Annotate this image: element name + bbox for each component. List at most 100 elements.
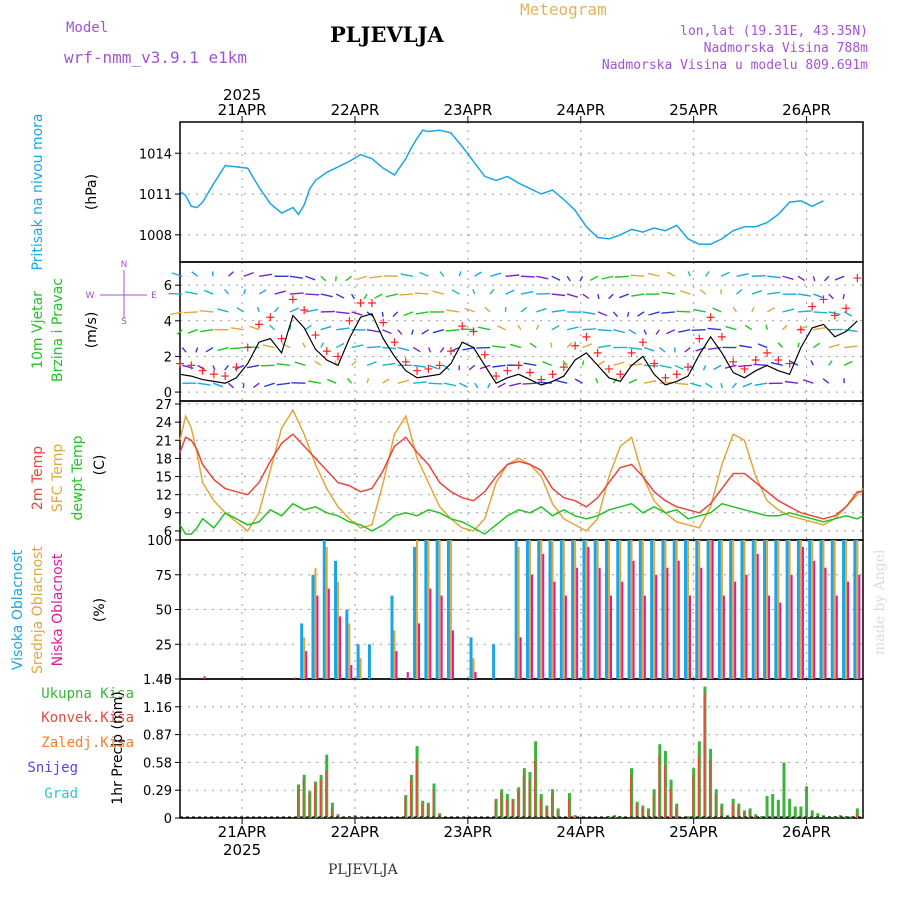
wind-arrow [766,307,776,313]
wind-arrow [336,327,350,331]
high-cloud-bar [548,540,552,679]
wind-arrow [597,311,608,317]
wind-arrow [320,293,333,298]
wind-arrow [320,342,325,348]
low-cloud-bar [564,595,567,679]
wind-arrow [274,290,286,295]
day-label-bottom: 25APR [669,823,718,841]
wind-arrow [687,271,691,277]
high-cloud-bar [604,540,608,679]
wind-axis-label-2: Brzina i Pravac [50,278,66,382]
mid-cloud-bar [517,546,520,679]
wind-arrow [263,382,275,388]
gust-marker [661,373,670,382]
wind-arrow [451,289,460,295]
mid-cloud-bar [687,540,690,679]
wind-arrow [529,342,537,349]
low-cloud-bar [643,595,646,679]
conv-precip-bar [567,798,570,818]
wind-arrow [582,293,590,299]
mid-cloud-bar [348,623,351,679]
low-cloud-bar [327,588,330,679]
wind-arrow [705,271,710,277]
conv-precip-bar [302,779,305,818]
wind-arrow [661,291,675,295]
mid-cloud-bar [811,540,814,679]
wind-arrow [432,329,445,334]
conv-precip-bar [556,810,559,818]
gust-marker [446,347,455,356]
wind-arrow [782,308,795,313]
wind-arrow [562,360,568,366]
gust-marker [830,311,839,320]
mid-cloud-bar [303,637,306,679]
wind-arrow [537,381,552,384]
wind-arrow [823,275,830,282]
gust-marker [717,332,726,341]
wind-arrow [460,328,475,331]
gust-marker [785,359,794,368]
y-tick-label: 2 [164,350,172,365]
t2m-axis-label: 2m Temp [30,446,46,510]
low-cloud-bar [768,595,771,679]
gust-marker [176,359,184,368]
wind-arrow [661,311,675,314]
wind-arrow [551,324,560,331]
mid-cloud-bar [325,546,328,679]
conv-precip-bar [511,800,514,818]
wind-arrow [411,329,414,335]
low-cloud-bar [474,672,477,679]
low-cloud-bar [722,595,725,679]
wind-arrow [520,306,528,313]
wind-arrow [212,365,216,371]
wind-arrow [171,272,183,277]
mid-cloud-bar [641,540,644,679]
wind-arrow [400,273,414,277]
conv-precip-bar [505,798,508,818]
low-cloud-bar [576,567,579,679]
wind-arrow [243,272,254,277]
low-cloud-bar [305,651,308,679]
low-cloud-bar [598,567,601,679]
wind-arrow [736,289,743,295]
y-tick-label: 0 [164,812,172,827]
precip-axis-label: 1hr Precip (mm) [110,691,126,804]
gust-marker [842,304,851,313]
wind-arrow [751,290,763,295]
wind-arrow [413,364,427,368]
sfc-temp-line [179,408,864,533]
y-tick-label: 24 [155,416,172,431]
wind-arrow [522,382,537,385]
conv-precip-bar [325,770,327,818]
panel-precipitation: 0 0.29 0.58 0.87 1.16 1.45 [143,673,864,827]
wind-arrow [484,306,491,313]
wind-arrow [828,293,834,300]
high-cloud-bar [627,540,631,679]
conv-precip-bar [714,794,717,818]
high-cloud-bar [785,540,789,679]
wind-arrow [720,271,730,277]
wind-arrow [667,271,676,277]
mid-cloud-bar [766,540,769,679]
wind-arrow [181,347,187,353]
wind-arrow [351,344,364,349]
gust-markers [176,274,862,384]
gust-marker [232,363,241,372]
day-label-top: 26APR [782,101,831,119]
wind-arrow [419,271,429,277]
wind-arrow [205,346,214,353]
wind-speed-line [179,312,858,386]
mid-cloud-bar [799,540,802,679]
gust-marker [627,348,636,357]
day-label-top: 24APR [556,101,605,119]
wind-arrow [843,360,853,366]
wind-arrow [497,382,506,388]
conv-precip-bar [855,813,858,818]
wind-arrow [551,309,565,313]
mid-cloud-bar [619,540,622,679]
low-cloud-bar [440,595,443,679]
mid-cloud-bar [607,540,610,679]
wind-arrow [628,378,638,384]
gust-marker [435,361,444,370]
wind-arrow [619,293,629,299]
